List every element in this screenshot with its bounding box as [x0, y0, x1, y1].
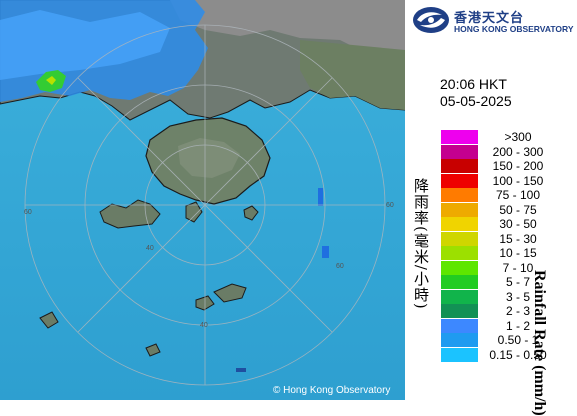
legend-label: 100 - 150: [492, 173, 544, 188]
ring-label-4: 40: [200, 322, 208, 329]
legend-label: 7 - 10: [502, 260, 534, 275]
legend-row: 7 - 10: [441, 260, 571, 275]
rain-echo-1: [318, 188, 323, 206]
mainland-green-east: [300, 40, 405, 110]
legend-row: >300: [441, 130, 571, 144]
mainland-grey-north: [170, 0, 405, 60]
range-rings: [24, 24, 386, 386]
island-south-1: [213, 283, 247, 303]
legend-row: 1 - 2: [441, 318, 571, 333]
rain-echo-2: [322, 246, 329, 258]
legend-swatch: [441, 304, 478, 318]
legend-label: 3 - 5: [505, 289, 530, 304]
rain-cell-yellowgreen: [46, 76, 56, 85]
radar-map-svg: 60 60 40 40 60: [0, 0, 405, 400]
island-south-4: [145, 343, 161, 357]
legend-label: 30 - 50: [499, 217, 537, 231]
legend-row: 10 - 15: [441, 246, 571, 260]
legend-label: 2 - 3: [505, 304, 530, 318]
legend-row: 3 - 5: [441, 289, 571, 304]
legend-swatch: [441, 275, 478, 289]
legend-row: 5 - 7: [441, 275, 571, 289]
legend-label: 75 - 100: [495, 188, 541, 202]
legend-swatch: [441, 318, 478, 333]
legend-label: >300: [504, 130, 532, 144]
legend-row: 15 - 30: [441, 231, 571, 246]
legend-swatch: [441, 246, 478, 260]
legend-row: 30 - 50: [441, 217, 571, 231]
radar-map: 60 60 40 40 60 © Hong Kong Observatory: [0, 0, 405, 400]
legend-row: 2 - 3: [441, 304, 571, 318]
range-spoke-d2: [77, 77, 333, 333]
legend-title-english: Rainfall Rate (mm/h): [531, 270, 548, 416]
ring-label-1: 60: [24, 209, 32, 216]
legend-row: 200 - 300: [441, 144, 571, 159]
legend-label: 150 - 200: [492, 159, 544, 173]
legend-row: 150 - 200: [441, 159, 571, 173]
legend-row: 100 - 150: [441, 173, 571, 188]
legend-label: 0.15 - 0.50: [489, 347, 547, 362]
legend-swatch: [441, 217, 478, 231]
timestamp: 20:06 HKT 05-05-2025: [440, 76, 512, 110]
copyright-text: © Hong Kong Observatory: [273, 385, 391, 396]
legend-swatch: [441, 144, 478, 159]
legend-row: 0.15 - 0.50: [441, 347, 571, 362]
hko-logo-english: HONG KONG OBSERVATORY: [454, 24, 574, 34]
legend-swatch: [441, 333, 478, 347]
po-toi-island: [243, 205, 259, 221]
legend-title-chinese: 降雨率(毫米/小時): [412, 178, 430, 310]
legend-label: 50 - 75: [499, 202, 537, 217]
date-text: 05-05-2025: [440, 93, 512, 109]
ring-label-5: 60: [336, 263, 344, 270]
legend-label: 5 - 7: [505, 275, 530, 289]
legend-label: 15 - 30: [499, 231, 537, 246]
rain-echo-3: [236, 368, 246, 372]
legend-panel: [405, 0, 577, 400]
legend-swatch: [441, 159, 478, 173]
legend-label: 200 - 300: [492, 144, 544, 159]
rain-area-light: [0, 10, 170, 80]
legend-swatch: [441, 347, 478, 362]
legend-swatch: [441, 289, 478, 304]
legend-swatch: [441, 260, 478, 275]
hko-logo-chinese: 香港天文台: [454, 11, 525, 26]
island-south-3: [39, 311, 59, 329]
lamma-island: [185, 201, 203, 223]
legend-row: 50 - 75: [441, 202, 571, 217]
hko-logo-icon: [413, 7, 449, 33]
legend-swatch: [441, 202, 478, 217]
legend-swatch: [441, 231, 478, 246]
ring-label-2: 60: [386, 202, 394, 209]
legend-row: 0.50 - 1: [441, 333, 571, 347]
legend-label: 10 - 15: [499, 246, 537, 260]
legend-swatch: [441, 188, 478, 202]
legend-row: 75 - 100: [441, 188, 571, 202]
legend-label: 1 - 2: [505, 318, 530, 333]
legend-label: 0.50 - 1: [497, 333, 539, 347]
ring-label-3: 40: [146, 245, 154, 252]
legend-swatch: [441, 173, 478, 188]
time-text: 20:06 HKT: [440, 76, 507, 92]
legend-swatch: [441, 130, 478, 144]
